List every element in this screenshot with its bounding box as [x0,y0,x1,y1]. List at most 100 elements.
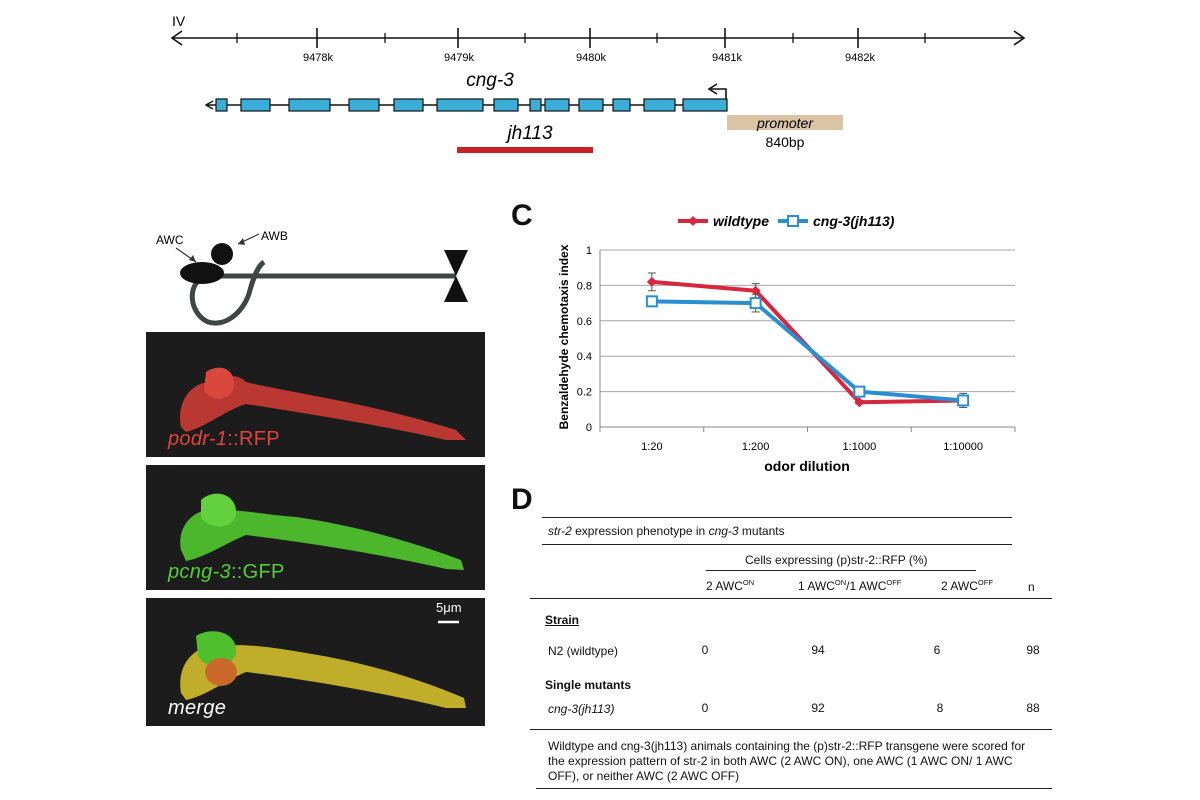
col-2b-text: /1 AWC [846,579,887,593]
exon [643,98,676,112]
col-2a-sup: ON [834,578,847,587]
legend-marker [688,216,698,226]
x-tick-label: 1:10000 [943,441,983,453]
table-caption: Wildtype and cng-3(jh113) animals contai… [548,739,1026,783]
y-tick-label: 0.8 [577,280,592,292]
chromosome-label: IV [172,13,186,29]
axis-arrow-right [1013,30,1026,46]
col-header-n: n [1028,580,1035,594]
chart-series [645,272,970,409]
cilia-bottom [444,276,468,302]
rfp-label: podr-1::RFP [168,428,280,451]
merge-neuron-signal [180,645,466,708]
chart-legend: wildtype cng-3(jh113) [678,213,895,229]
row-mut-v1: 0 [701,701,709,715]
axis-minor-ticks [236,33,926,43]
exon [493,98,519,112]
data-point [957,394,970,407]
table-rule-top [542,517,1012,518]
merge-soma-signal [196,631,237,667]
scale-bar-label: 5μm [436,600,462,615]
gfp-label-rest: ::GFP [230,561,285,583]
rfp-soma-signal [204,367,235,399]
row-wt-v1: 0 [701,643,709,657]
col-header-1on-1off: 1 AWCON/1 AWCOFF [798,578,901,593]
x-tick-label: 1:200 [742,441,770,453]
legend-label: wildtype [713,213,769,229]
axis-arrow-left [170,30,183,46]
exon [348,98,380,112]
promoter-bar [727,115,843,130]
panel-d-letter: D [511,483,533,516]
tick-label: 9481k [712,52,742,64]
gene-direction-arrow [204,100,214,110]
table-title-mid: expression phenotype in [571,524,709,538]
row-mut-n: 88 [1026,701,1040,715]
y-tick-label: 1 [586,245,592,257]
axis-major-ticks [316,28,859,48]
exon [393,98,424,112]
col-2b-sup: OFF [886,578,902,587]
row-wt-name: N2 (wildtype) [548,644,619,658]
section-single: Single mutants [545,678,632,692]
cilia-top [444,250,468,276]
table-title-italic2: cng-3 [708,524,739,538]
gfp-soma-signal [201,493,237,527]
exon [240,98,271,112]
awb-soma [211,243,233,265]
row-wt-v3: 6 [933,643,941,657]
col-header-2awc-on: 2 AWCON [706,578,754,593]
series-line [651,299,964,403]
merge-overlap-signal [205,658,237,686]
data-point [646,276,657,287]
rfp-label-italic: podr-1 [168,428,228,450]
data-point [854,397,865,408]
exon [578,98,604,112]
chemotaxis-chart: 0 0.2 0.4 0.6 0.8 1 1:20 1:200 1:1000 1:10000 wil… [557,213,1016,474]
awb-label: AWB [261,229,288,243]
x-tick-label: 1:1000 [843,441,877,453]
gfp-label-italic: pcng-3 [168,561,231,583]
table-title-italic: str-2 [548,524,572,538]
col-3-sup: OFF [977,578,993,587]
exon [682,98,728,112]
rfp-image: podr-1::RFP [146,332,485,457]
gene-name: cng-3 [466,70,514,91]
table-rule-bottom [530,729,1052,730]
chart-axes: 0 0.2 0.4 0.6 0.8 1 1:20 1:200 1:1000 1:10000 [577,245,1016,453]
exons [215,98,728,112]
group-header-rule [706,570,976,571]
col-1-sup: ON [742,578,755,587]
row-wt-v2: 94 [811,643,825,657]
legend-label: cng-3(jh113) [813,213,895,229]
legend-marker [787,215,799,227]
exon [612,98,631,112]
data-point [750,285,761,296]
gfp-neuron-signal [180,509,464,570]
awc-pointer-head [189,255,196,262]
gfp-label: pcng-3::GFP [168,561,285,584]
neuron-schematic: AWC AWB [156,229,468,326]
exon [436,98,484,112]
y-tick-label: 0 [586,422,592,434]
exon [288,98,331,112]
col-2a-text: 1 AWC [798,579,835,593]
table-title-end: mutants [738,524,785,538]
table-rule-title [542,544,1012,545]
col-header-2awc-off: 2 AWCOFF [941,578,993,593]
table-rule-header [530,598,1052,599]
merge-image: 5μm merge [146,598,485,726]
row-mut-v3: 8 [936,701,944,715]
gene-map: IV 9478k 9479k 9480k 9481k 9482k cng-3 [170,13,1026,153]
tick-label: 9479k [444,52,474,64]
table-rule-caption [536,788,1052,789]
tick-label: 9478k [303,52,333,64]
col-1-text: 2 AWC [706,579,743,593]
merge-label: merge [168,697,226,720]
panel-c-letter: C [511,199,533,232]
series-line [651,279,964,405]
y-tick-label: 0.4 [577,351,592,363]
tss-arrowhead [707,83,718,95]
y-tick-label: 0.6 [577,316,592,328]
exon [215,98,228,112]
